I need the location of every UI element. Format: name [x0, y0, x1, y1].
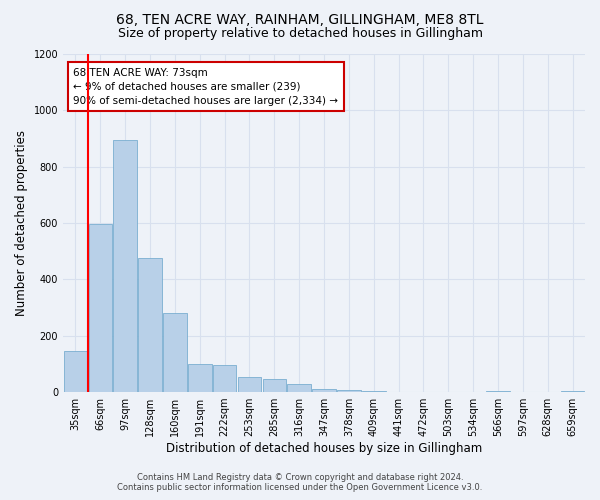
Y-axis label: Number of detached properties: Number of detached properties [15, 130, 28, 316]
Bar [362, 390, 386, 392]
Bar [486, 390, 510, 392]
Text: 68 TEN ACRE WAY: 73sqm
← 9% of detached houses are smaller (239)
90% of semi-det: 68 TEN ACRE WAY: 73sqm ← 9% of detached … [73, 68, 338, 106]
Text: 68, TEN ACRE WAY, RAINHAM, GILLINGHAM, ME8 8TL: 68, TEN ACRE WAY, RAINHAM, GILLINGHAM, M… [116, 12, 484, 26]
Bar [64, 351, 87, 392]
Bar [188, 364, 212, 392]
Bar [337, 390, 361, 392]
Bar [312, 390, 336, 392]
Text: Size of property relative to detached houses in Gillingham: Size of property relative to detached ho… [118, 28, 482, 40]
Bar [113, 140, 137, 392]
Text: Contains HM Land Registry data © Crown copyright and database right 2024.
Contai: Contains HM Land Registry data © Crown c… [118, 473, 482, 492]
Bar [287, 384, 311, 392]
X-axis label: Distribution of detached houses by size in Gillingham: Distribution of detached houses by size … [166, 442, 482, 455]
Bar [561, 391, 584, 392]
Bar [263, 380, 286, 392]
Bar [163, 313, 187, 392]
Bar [213, 366, 236, 392]
Bar [238, 376, 261, 392]
Bar [138, 258, 162, 392]
Bar [89, 224, 112, 392]
